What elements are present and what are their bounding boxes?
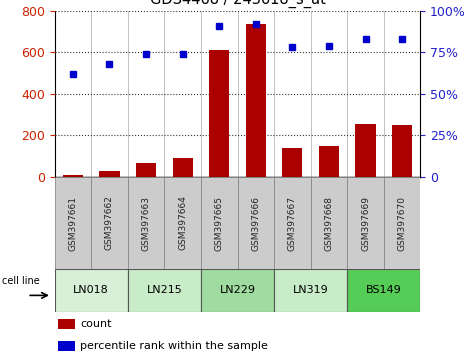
Text: count: count [80, 319, 112, 329]
Bar [63, 175, 83, 177]
Text: GSM397667: GSM397667 [288, 195, 297, 251]
Bar [99, 171, 120, 177]
Text: GSM397670: GSM397670 [398, 195, 407, 251]
Bar [246, 24, 266, 177]
Text: cell line: cell line [1, 276, 39, 286]
Bar [209, 50, 229, 177]
Bar [311, 177, 347, 269]
Bar [128, 177, 164, 269]
Text: GSM397663: GSM397663 [142, 195, 151, 251]
Bar [91, 177, 128, 269]
Bar [201, 269, 274, 312]
Bar [201, 177, 238, 269]
Text: GSM397664: GSM397664 [178, 195, 187, 251]
Text: BS149: BS149 [366, 285, 402, 295]
Bar [172, 158, 193, 177]
Text: GSM397666: GSM397666 [251, 195, 260, 251]
Text: GSM397665: GSM397665 [215, 195, 224, 251]
Text: GSM397662: GSM397662 [105, 195, 114, 251]
Bar [384, 177, 420, 269]
Bar [274, 269, 347, 312]
Bar [274, 177, 311, 269]
Text: GSM397661: GSM397661 [68, 195, 77, 251]
Bar [238, 177, 274, 269]
Bar [164, 177, 201, 269]
Text: LN215: LN215 [146, 285, 182, 295]
Text: GSM397669: GSM397669 [361, 195, 370, 251]
Title: GDS4468 / 243618_s_at: GDS4468 / 243618_s_at [150, 0, 325, 8]
Bar [58, 319, 75, 329]
Bar [136, 164, 156, 177]
Bar [347, 177, 384, 269]
Text: LN018: LN018 [73, 285, 109, 295]
Text: GSM397668: GSM397668 [324, 195, 333, 251]
Bar [347, 269, 420, 312]
Bar [55, 177, 91, 269]
Bar [58, 341, 75, 350]
Text: LN319: LN319 [293, 285, 329, 295]
Bar [392, 125, 412, 177]
Bar [319, 146, 339, 177]
Bar [355, 124, 376, 177]
Text: LN229: LN229 [219, 285, 256, 295]
Bar [128, 269, 201, 312]
Bar [282, 148, 303, 177]
Bar [55, 269, 128, 312]
Text: percentile rank within the sample: percentile rank within the sample [80, 341, 268, 351]
